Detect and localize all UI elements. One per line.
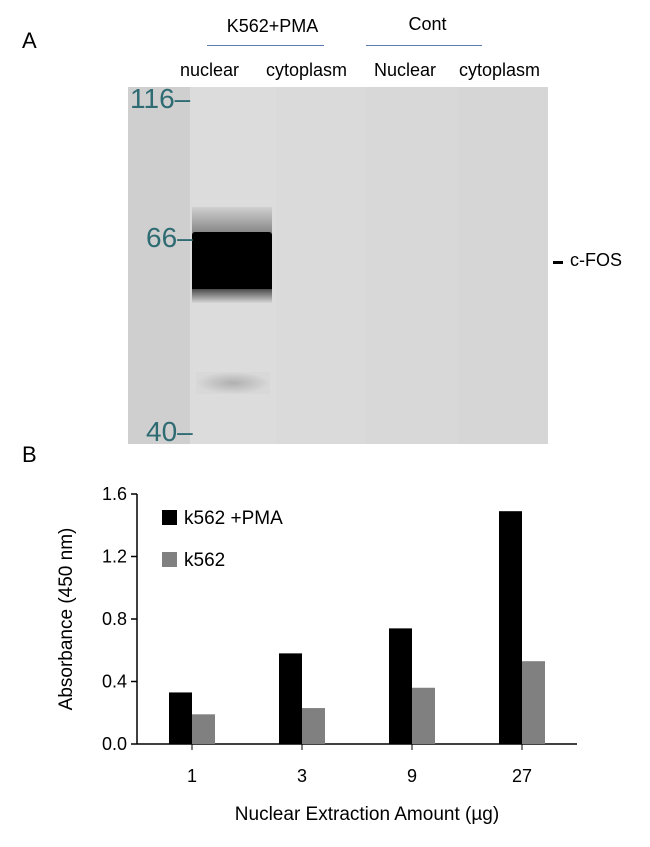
lane-label-cytoplasm-cont: cytoplasm: [459, 60, 541, 80]
legend-label-k562-pma: k562 +PMA: [184, 508, 283, 529]
x-tick-label: 9: [407, 766, 417, 786]
legend-swatch-k562-pma: [162, 510, 177, 525]
bar-k562-pma-27: [499, 511, 522, 744]
c-fos-label: c-FOS: [570, 250, 622, 270]
x-tick-label: 27: [512, 766, 532, 786]
bar-k562-pma-1: [169, 692, 192, 744]
x-axis-label: Nuclear Extraction Amount (µg): [235, 804, 499, 825]
bar-k562-27: [522, 661, 545, 744]
bar-k562-pma-3: [279, 653, 302, 744]
bar-k562-3: [302, 708, 325, 744]
group-underline-cont: [366, 45, 482, 46]
lane-cytoplasm-cont: [458, 87, 548, 444]
ladder-lane: [128, 87, 190, 444]
lane-cytoplasm-pma: [276, 87, 366, 444]
group-underline-k562-pma: [207, 45, 324, 46]
c-fos-pointer-dash: [553, 261, 563, 264]
bar-k562-1: [192, 714, 215, 744]
band-halo-bottom: [192, 289, 272, 303]
y-tick-label: 1.6: [102, 484, 127, 504]
lane-label-nuclear-cont: Nuclear: [374, 60, 437, 80]
y-tick-label: 0.8: [102, 609, 127, 629]
x-tick-label: 3: [297, 766, 307, 786]
lane-label-nuclear-pma: nuclear: [180, 60, 240, 80]
mw-marker-40: 40–: [146, 416, 193, 447]
faint-lower-band: [196, 372, 270, 394]
x-tick-label: 1: [187, 766, 197, 786]
bar-k562-9: [412, 687, 435, 744]
lane-nuclear-cont: [366, 87, 458, 444]
legend-swatch-k562: [162, 552, 177, 567]
group-label-cont: Cont: [408, 14, 447, 34]
bar-chart: 0.0 0.4 0.8 1.2 1.6 1 3 9 27 Nuclear Extraction A…: [56, 484, 577, 825]
legend-label-k562: k562: [184, 550, 225, 571]
y-tick-label: 0.0: [102, 734, 127, 754]
lane-label-cytoplasm-pma: cytoplasm: [266, 60, 348, 80]
c-fos-band: [192, 232, 272, 294]
bar-k562-pma-9: [389, 628, 412, 744]
y-tick-label: 1.2: [102, 547, 127, 567]
y-axis-label: Absorbance (450 nm): [56, 528, 77, 711]
western-blot-image: [128, 87, 548, 444]
y-tick-label: 0.4: [102, 672, 127, 692]
group-label-k562-pma: K562+PMA: [226, 16, 319, 36]
panel-b-letter: B: [22, 442, 37, 467]
mw-marker-66: 66–: [146, 222, 193, 253]
panel-a-letter: A: [22, 28, 37, 53]
mw-marker-116: 116–: [130, 83, 191, 114]
